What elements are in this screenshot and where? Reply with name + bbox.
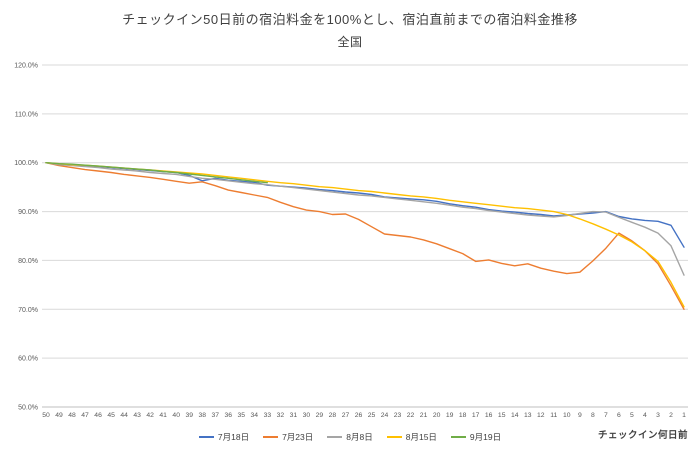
legend-label: 7月23日 <box>282 432 314 442</box>
x-tick-label: 45 <box>107 412 115 419</box>
x-tick-label: 50 <box>42 412 50 419</box>
x-tick-label: 4 <box>643 412 647 419</box>
y-tick-label: 70.0% <box>18 307 38 314</box>
chart-subtitle: 全国 <box>337 35 363 49</box>
chart-title: チェックイン50日前の宿泊料金を100%とし、宿泊直前までの宿泊料金推移 <box>122 12 578 27</box>
x-tick-label: 16 <box>485 412 493 419</box>
x-tick-label: 28 <box>329 412 337 419</box>
x-tick-label: 21 <box>420 412 428 419</box>
x-tick-label: 44 <box>120 412 128 419</box>
legend: 7月18日 7月23日 8月8日 8月15日 9月19日 <box>0 431 700 443</box>
legend-swatch <box>198 436 214 438</box>
x-tick-label: 20 <box>433 412 441 419</box>
legend-item: 9月19日 <box>450 431 502 443</box>
x-tick-label: 23 <box>394 412 402 419</box>
legend-swatch <box>386 436 402 438</box>
legend-label: 8月8日 <box>346 432 373 442</box>
x-tick-label: 40 <box>172 412 180 419</box>
series-line-9月19日 <box>45 162 268 184</box>
x-tick-label: 1 <box>682 412 686 419</box>
y-tick-label: 90.0% <box>18 209 38 216</box>
x-tick-label: 14 <box>511 412 519 419</box>
x-tick-label: 37 <box>211 412 219 419</box>
x-tick-label: 43 <box>133 412 141 419</box>
legend-label: 8月15日 <box>405 432 437 442</box>
x-tick-label: 47 <box>81 412 89 419</box>
x-tick-label: 19 <box>446 412 454 419</box>
x-tick-label: 39 <box>185 412 193 419</box>
series-line-7月23日 <box>45 162 685 310</box>
x-tick-label: 48 <box>68 412 76 419</box>
x-tick-label: 17 <box>472 412 480 419</box>
y-tick-label: 80.0% <box>18 258 38 265</box>
legend-swatch <box>327 436 343 438</box>
legend-item: 7月18日 <box>198 431 250 443</box>
y-tick-label: 60.0% <box>18 356 38 363</box>
x-tick-label: 32 <box>277 412 285 419</box>
series-line-8月15日 <box>45 162 685 308</box>
x-tick-label: 38 <box>198 412 206 419</box>
x-tick-label: 36 <box>225 412 233 419</box>
y-tick-label: 100.0% <box>14 160 38 167</box>
x-tick-label: 31 <box>290 412 298 419</box>
x-tick-label: 33 <box>264 412 272 419</box>
x-tick-label: 5 <box>630 412 634 419</box>
x-tick-label: 12 <box>537 412 545 419</box>
x-tick-label: 18 <box>459 412 467 419</box>
x-tick-label: 29 <box>316 412 324 419</box>
x-tick-label: 42 <box>146 412 154 419</box>
legend-label: 9月19日 <box>469 432 502 442</box>
legend-item: 8月8日 <box>327 431 373 443</box>
legend-label: 7月18日 <box>217 432 250 442</box>
legend-item: 8月15日 <box>386 431 437 443</box>
legend-swatch <box>263 436 279 438</box>
x-tick-label: 22 <box>407 412 415 419</box>
x-tick-label: 26 <box>355 412 363 419</box>
x-tick-label: 15 <box>498 412 506 419</box>
y-tick-label: 120.0% <box>14 63 38 70</box>
x-tick-label: 3 <box>656 412 660 419</box>
x-tick-label: 35 <box>238 412 246 419</box>
x-tick-label: 46 <box>94 412 102 419</box>
x-tick-label: 11 <box>550 412 557 419</box>
x-tick-label: 8 <box>591 412 595 419</box>
legend-swatch <box>450 436 466 438</box>
x-tick-label: 27 <box>342 412 350 419</box>
y-tick-label: 110.0% <box>15 111 38 118</box>
x-tick-label: 7 <box>604 412 608 419</box>
series-line-7月18日 <box>45 162 685 248</box>
x-tick-label: 2 <box>669 412 673 419</box>
x-tick-label: 10 <box>563 412 571 419</box>
x-tick-label: 41 <box>159 412 167 419</box>
x-tick-label: 24 <box>381 412 389 419</box>
x-tick-label: 9 <box>578 412 582 419</box>
legend-item: 7月23日 <box>263 431 313 443</box>
x-tick-label: 25 <box>368 412 376 419</box>
series-line-8月8日 <box>45 162 685 276</box>
x-axis-title: チェックイン何日前 <box>597 430 688 441</box>
x-tick-label: 6 <box>617 412 621 419</box>
x-tick-label: 49 <box>55 412 63 419</box>
x-tick-label: 34 <box>251 412 259 419</box>
x-tick-label: 30 <box>303 412 311 419</box>
x-tick-label: 13 <box>524 412 532 419</box>
y-tick-label: 50.0% <box>18 405 38 412</box>
